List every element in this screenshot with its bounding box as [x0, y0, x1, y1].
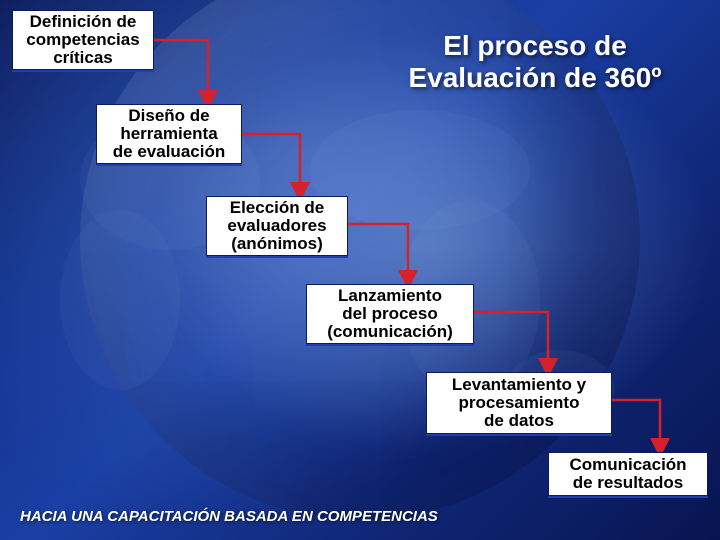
process-step-4: Lanzamiento del proceso (comunicación) [300, 280, 468, 340]
box-label: Definición de competencias críticas [26, 13, 139, 67]
slide-title: El proceso de Evaluación de 360º [370, 30, 700, 94]
process-step-1: Definición de competencias críticas [6, 6, 148, 66]
box-face: Comunicación de resultados [548, 452, 708, 496]
connector-2 [236, 134, 300, 192]
box-face: Definición de competencias críticas [12, 10, 154, 70]
connector-5 [606, 400, 660, 448]
process-step-6: Comunicación de resultados [542, 448, 702, 492]
title-line-1: El proceso de [370, 30, 700, 62]
box-label: Lanzamiento del proceso (comunicación) [327, 287, 453, 341]
title-line-2: Evaluación de 360º [370, 62, 700, 94]
box-face: Levantamiento y procesamiento de datos [426, 372, 612, 434]
connector-1 [148, 40, 208, 100]
box-face: Elección de evaluadores (anónimos) [206, 196, 348, 256]
box-face: Diseño de herramienta de evaluación [96, 104, 242, 164]
connector-4 [468, 312, 548, 368]
footer-caption: HACIA UNA CAPACITACIÓN BASADA EN COMPETE… [20, 508, 438, 525]
box-label: Levantamiento y procesamiento de datos [452, 376, 586, 430]
process-step-5: Levantamiento y procesamiento de datos [420, 368, 606, 430]
process-step-2: Diseño de herramienta de evaluación [90, 100, 236, 160]
box-label: Comunicación de resultados [569, 456, 686, 492]
box-label: Elección de evaluadores (anónimos) [227, 199, 326, 253]
process-step-3: Elección de evaluadores (anónimos) [200, 192, 342, 252]
box-label: Diseño de herramienta de evaluación [113, 107, 225, 161]
box-face: Lanzamiento del proceso (comunicación) [306, 284, 474, 344]
connector-3 [342, 224, 408, 280]
